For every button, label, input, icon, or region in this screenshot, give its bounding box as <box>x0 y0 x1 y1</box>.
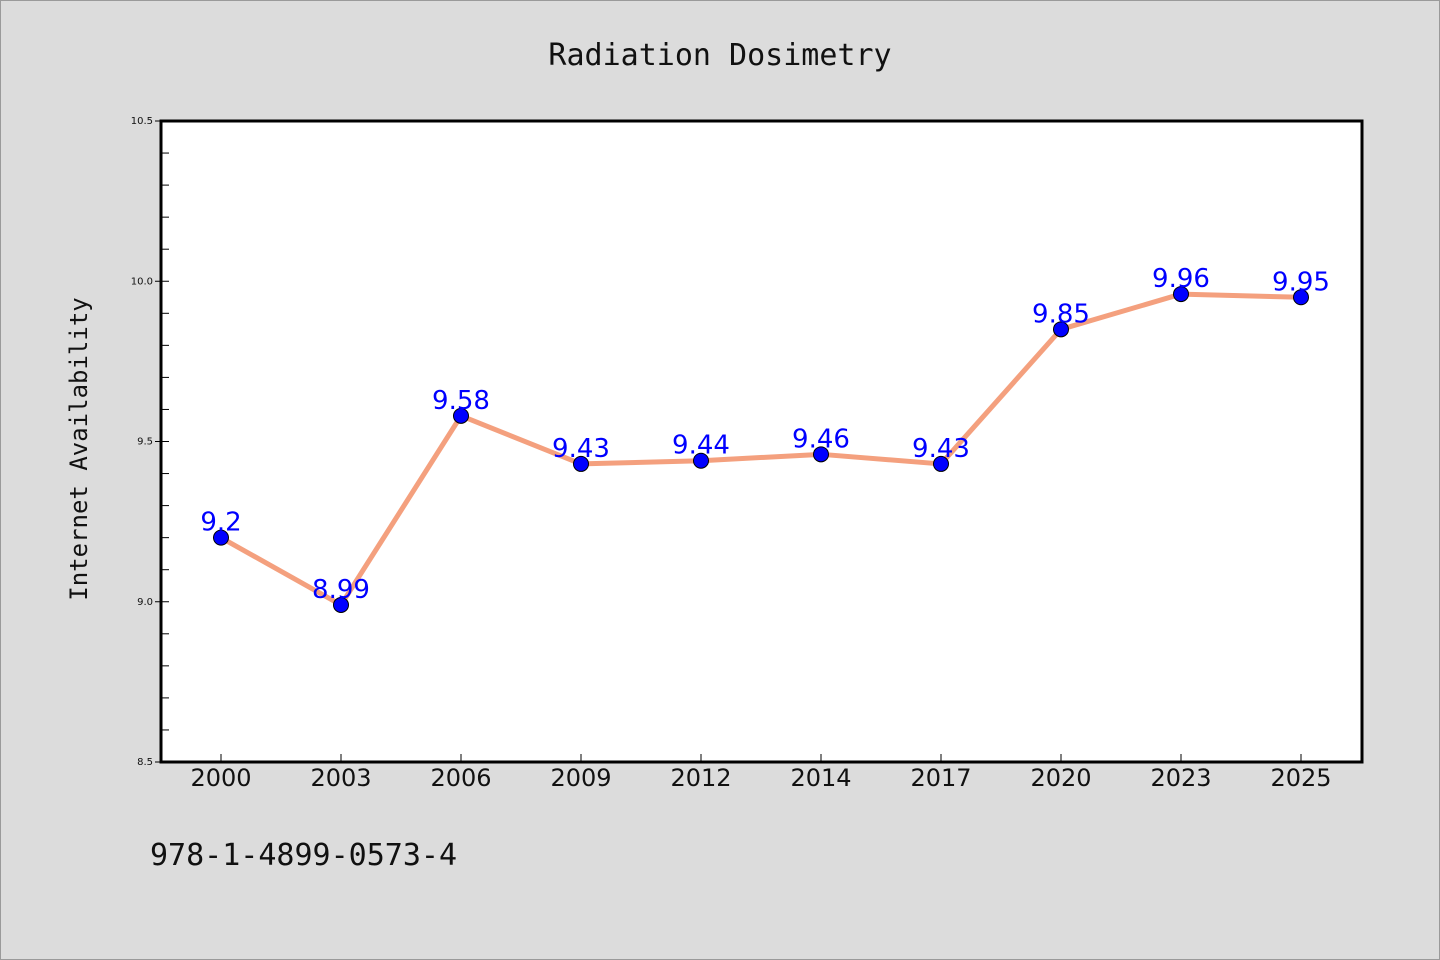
y-tick-label: 10.0 <box>131 276 153 287</box>
data-point <box>1293 289 1309 306</box>
data-labels: 9.2 8.99 9.58 9.43 9.44 9.46 9.43 9.85 9.96 9.95 <box>200 264 1330 605</box>
data-point <box>813 446 829 463</box>
y-tick-label: 10.5 <box>131 116 153 127</box>
data-label: 9.44 <box>672 431 730 461</box>
x-tick-label: 2023 <box>1150 764 1211 792</box>
data-label: 9.2 <box>200 508 241 538</box>
data-point <box>933 455 949 472</box>
data-label: 9.85 <box>1032 299 1090 329</box>
series-points <box>213 286 1309 613</box>
x-axis: 2000 2003 2006 2009 2012 2014 2017 2020 2023 2025 <box>190 754 1332 792</box>
data-point <box>213 529 229 546</box>
x-tick-label: 2014 <box>790 764 851 792</box>
chart-title: Radiation Dosimetry <box>548 38 891 73</box>
y-axis-label: Internet Availability <box>65 297 93 600</box>
plot-area <box>159 119 1364 764</box>
data-point <box>1053 321 1069 338</box>
x-tick-label: 2000 <box>190 764 251 792</box>
data-label: 9.95 <box>1272 267 1330 297</box>
data-label: 9.58 <box>432 386 490 416</box>
data-label: 8.99 <box>312 575 370 605</box>
x-tick-label: 2020 <box>1030 764 1091 792</box>
x-tick-label: 2009 <box>550 764 611 792</box>
data-label: 9.46 <box>792 424 850 454</box>
y-axis: 8.5 9.0 9.5 10.0 10.5 <box>131 116 169 768</box>
x-tick-label: 2017 <box>910 764 971 792</box>
y-tick-label: 9.0 <box>137 597 153 608</box>
data-point <box>573 455 589 472</box>
x-tick-label: 2003 <box>310 764 371 792</box>
isbn-footer: 978-1-4899-0573-4 <box>150 838 457 873</box>
x-tick-label: 2012 <box>670 764 731 792</box>
data-point <box>333 596 349 613</box>
data-point <box>453 407 469 424</box>
data-point <box>693 452 709 469</box>
series-polyline <box>218 291 1304 608</box>
data-point <box>1173 286 1189 303</box>
series-line <box>218 291 1304 608</box>
y-tick-label: 8.5 <box>137 757 153 768</box>
data-label: 9.43 <box>912 434 970 464</box>
x-tick-label: 2006 <box>430 764 491 792</box>
data-label: 9.43 <box>552 434 610 464</box>
data-label: 9.96 <box>1152 264 1210 294</box>
y-tick-label: 9.5 <box>137 437 153 448</box>
x-tick-label: 2025 <box>1270 764 1331 792</box>
